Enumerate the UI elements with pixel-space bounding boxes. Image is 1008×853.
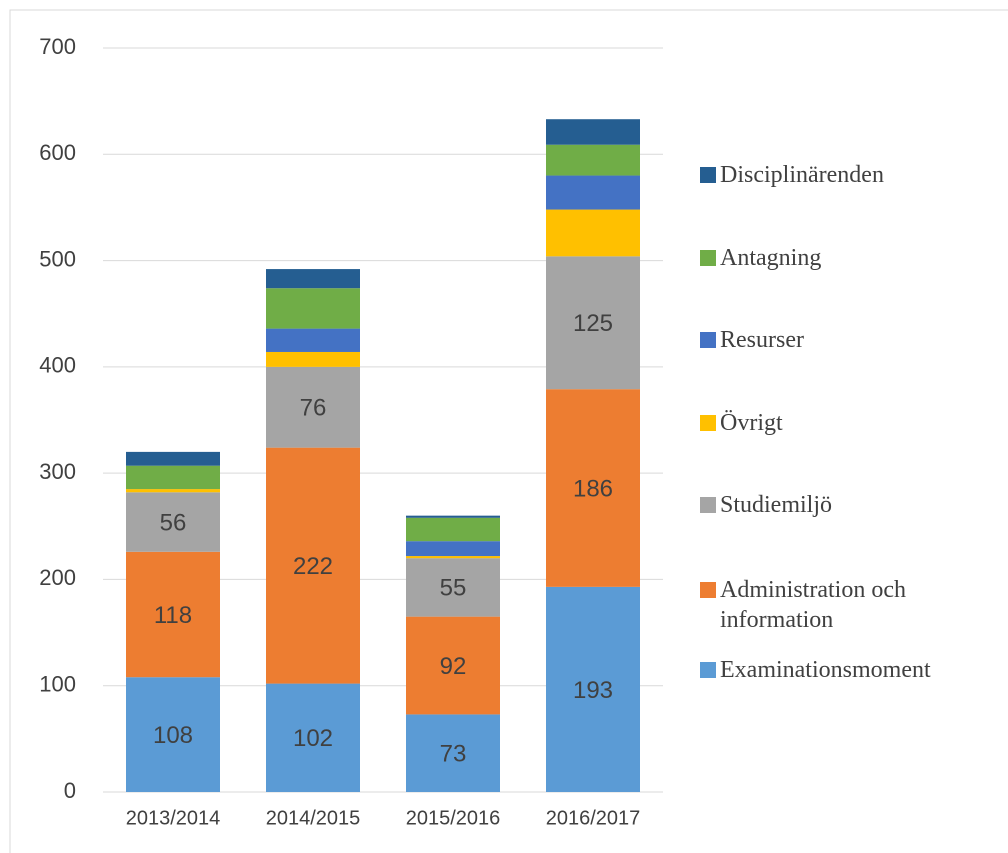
bar-segment — [126, 489, 220, 493]
bar-segment — [406, 515, 500, 518]
bar-segment — [266, 447, 360, 684]
bar-segment — [266, 351, 360, 367]
bar-segment — [546, 175, 640, 210]
y-tick-label: 200 — [39, 565, 76, 590]
legend-entry: Resurser — [700, 325, 1000, 355]
value-label: 108 — [153, 722, 193, 749]
legend-swatch — [700, 662, 716, 678]
bar-segment — [406, 616, 500, 715]
value-label: 76 — [300, 395, 327, 422]
bar-segment — [546, 119, 640, 145]
legend-label: Examinationsmoment — [720, 657, 931, 683]
bar-segment — [126, 465, 220, 490]
value-label: 55 — [440, 575, 467, 602]
bar-segment — [266, 269, 360, 289]
bar-segment — [406, 556, 500, 559]
legend-swatch — [700, 250, 716, 266]
y-tick-label: 500 — [39, 246, 76, 271]
bar-segment — [266, 288, 360, 329]
legend-entry: Examinationsmoment — [700, 655, 1000, 685]
y-tick-label: 400 — [39, 353, 76, 378]
bar-segment — [266, 328, 360, 352]
value-label: 73 — [440, 741, 467, 768]
bar-segment — [126, 551, 220, 678]
value-label: 56 — [160, 509, 187, 536]
bar-segment — [546, 389, 640, 587]
value-label: 186 — [573, 475, 613, 502]
legend-swatch — [700, 415, 716, 431]
bar-segment — [126, 677, 220, 792]
x-tick-label: 2013/2014 — [126, 807, 221, 829]
bar-segment — [546, 209, 640, 257]
bar-segment — [126, 451, 220, 466]
legend-label: Studiemiljö — [720, 492, 833, 518]
bar-segment — [266, 683, 360, 792]
legend-swatch — [700, 497, 716, 513]
legend-entry: Övrigt — [700, 408, 1000, 438]
value-label: 102 — [293, 725, 333, 752]
legend-swatch — [700, 582, 716, 598]
legend-entry: Administration och information — [700, 575, 1000, 635]
x-tick-label: 2016/2017 — [546, 807, 641, 829]
legend-entry: Disciplinärenden — [700, 160, 1000, 190]
legend-label: Övrigt — [720, 410, 783, 436]
legend-entry: Antagning — [700, 243, 1000, 273]
bar-segment — [406, 517, 500, 542]
bar-segment — [546, 586, 640, 792]
legend-swatch — [700, 332, 716, 348]
legend-label: Antagning — [720, 245, 822, 271]
bar-segment — [546, 144, 640, 176]
bar-segment — [266, 366, 360, 448]
legend-label: Resurser — [720, 327, 804, 353]
bar-segment — [406, 541, 500, 557]
y-tick-label: 100 — [39, 672, 76, 697]
x-tick-label: 2015/2016 — [406, 807, 501, 829]
legend-label: Disciplinärenden — [720, 162, 884, 188]
legend-swatch — [700, 167, 716, 183]
bar-segment — [126, 492, 220, 552]
value-label: 125 — [573, 310, 613, 337]
y-tick-label: 700 — [39, 34, 76, 59]
y-tick-label: 0 — [64, 778, 76, 803]
x-tick-label: 2014/2015 — [266, 807, 361, 829]
legend-label: Administration och information — [720, 577, 906, 633]
value-label: 193 — [573, 677, 613, 704]
bar-segment — [406, 714, 500, 792]
bar-segment — [546, 256, 640, 390]
y-tick-label: 300 — [39, 459, 76, 484]
value-label: 222 — [293, 553, 333, 580]
chart-frame — [9, 9, 1008, 853]
value-label: 118 — [154, 602, 192, 629]
legend-entry: Studiemiljö — [700, 490, 1000, 520]
value-label: 92 — [440, 653, 467, 680]
y-tick-label: 600 — [39, 140, 76, 165]
bar-segment — [406, 558, 500, 617]
